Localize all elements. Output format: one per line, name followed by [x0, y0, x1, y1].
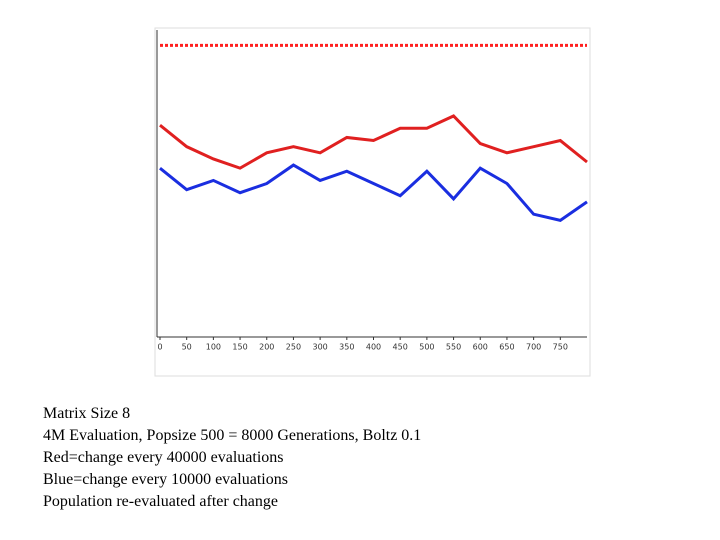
caption-line: Population re-evaluated after change	[43, 493, 278, 510]
chart: 0 50 100 150 200 250 300 350 400 450 500 550 600 650 7…	[154, 27, 591, 377]
x-tick-label: 50	[182, 343, 192, 352]
x-tick-label: 700	[526, 343, 541, 352]
x-tick-label: 300	[312, 343, 327, 352]
caption-line: Blue=change every 10000 evaluations	[43, 471, 288, 488]
x-tick-label: 450	[393, 343, 408, 352]
x-tick-label: 250	[286, 343, 301, 352]
x-tick-label: 200	[259, 343, 274, 352]
series-line	[159, 114, 588, 170]
caption-line: Matrix Size 8	[43, 405, 131, 422]
x-tick-label: 150	[232, 343, 247, 352]
x-tick-label: 350	[339, 343, 354, 352]
chart-frame	[154, 27, 591, 377]
x-tick-label: 550	[446, 343, 461, 352]
caption: Matrix Size 8 4M Evaluation, Popsize 500…	[43, 403, 421, 513]
caption-line: 4M Evaluation, Popsize 500 = 8000 Genera…	[43, 427, 422, 444]
x-tick-label: 100	[206, 343, 221, 352]
x-tick-label: 600	[473, 343, 488, 352]
x-tick-label: 400	[366, 343, 381, 352]
caption-line: Red=change every 40000 evaluations	[43, 449, 284, 466]
x-tick-label: 500	[419, 343, 434, 352]
x-tick-label: 750	[553, 343, 568, 352]
series-line	[159, 163, 588, 222]
x-tick-label: 650	[499, 343, 514, 352]
x-tick-label: 0	[157, 343, 162, 352]
